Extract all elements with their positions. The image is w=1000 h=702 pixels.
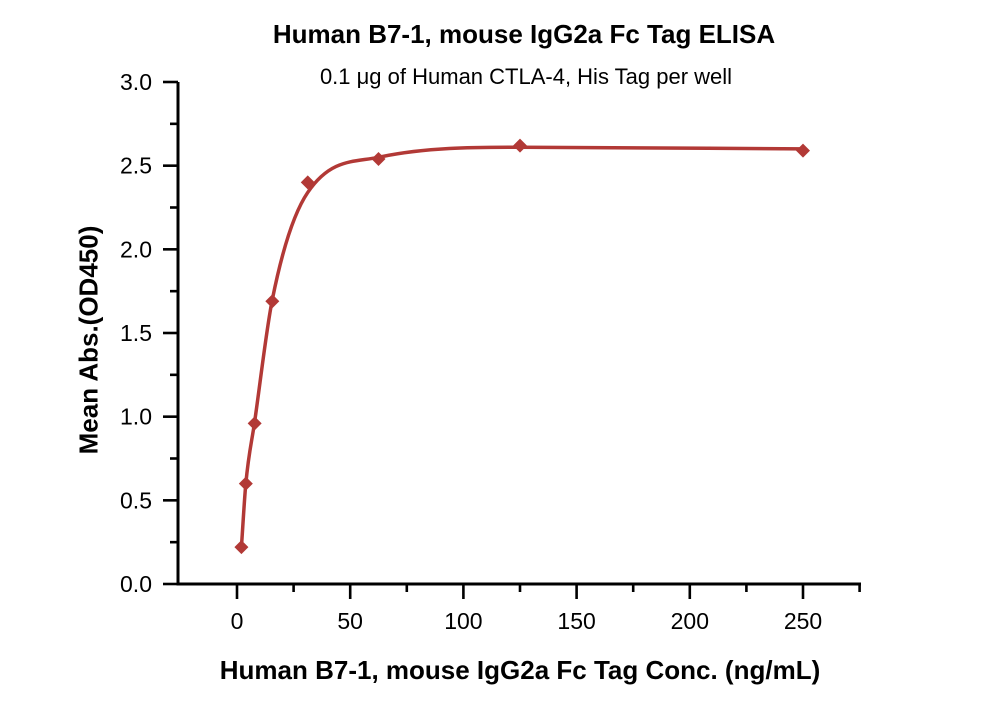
data-point-marker <box>247 416 262 431</box>
y-tick-label: 0.0 <box>120 571 152 597</box>
y-tick-label: 0.5 <box>120 487 152 513</box>
data-point-marker <box>513 138 527 153</box>
chart-subtitle: 0.1 μg of Human CTLA-4, His Tag per well <box>319 64 733 89</box>
x-tick-label: 100 <box>444 608 482 634</box>
data-point-marker <box>796 143 810 158</box>
x-axis-label: Human B7-1, mouse IgG2a Fc Tag Conc. (ng… <box>219 655 821 685</box>
data-point-marker <box>265 294 280 309</box>
y-tick-label: 1.0 <box>120 404 152 430</box>
x-tick-label: 0 <box>231 608 244 634</box>
data-point-marker <box>300 175 315 190</box>
y-tick-label: 1.5 <box>120 320 152 346</box>
fit-curve <box>239 145 805 549</box>
y-tick-label: 2.0 <box>120 236 152 262</box>
data-point-marker <box>234 540 249 555</box>
data-point-marker <box>238 476 253 491</box>
chart-title: Human B7-1, mouse IgG2a Fc Tag ELISA <box>272 19 776 49</box>
x-tick-label: 50 <box>337 608 363 634</box>
y-tick-label: 2.5 <box>120 153 152 179</box>
data-point-marker <box>371 151 386 166</box>
x-tick-label: 150 <box>557 608 595 634</box>
y-tick-label: 3.0 <box>120 69 152 95</box>
x-tick-label: 250 <box>784 608 822 634</box>
x-tick-label: 200 <box>671 608 709 634</box>
